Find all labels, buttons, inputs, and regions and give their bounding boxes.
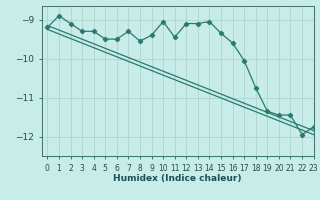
X-axis label: Humidex (Indice chaleur): Humidex (Indice chaleur) [113,174,242,183]
